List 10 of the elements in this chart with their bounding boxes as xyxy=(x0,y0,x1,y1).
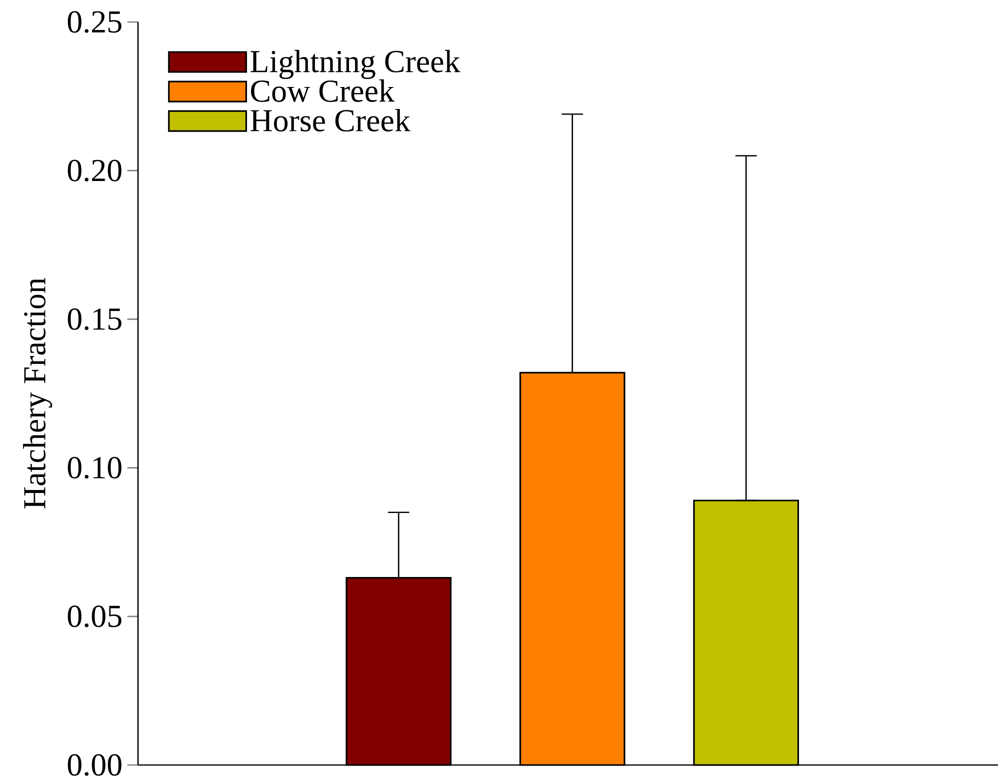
y-tick-label: 0.05 xyxy=(68,606,122,628)
y-tick-label: 0.00 xyxy=(68,754,122,776)
y-tick-label: 0.10 xyxy=(68,456,122,479)
y-tick-label: 0.15 xyxy=(68,308,122,330)
legend-label: Cow Creek xyxy=(250,79,394,102)
legend-label: Horse Creek xyxy=(250,108,410,132)
legend-label: Lightning Creek xyxy=(250,50,460,79)
y-tick-label: 0.25 xyxy=(68,11,122,33)
y-tick-label: 0.20 xyxy=(68,160,122,182)
y-axis-title: Hatchery Fraction xyxy=(23,278,52,509)
